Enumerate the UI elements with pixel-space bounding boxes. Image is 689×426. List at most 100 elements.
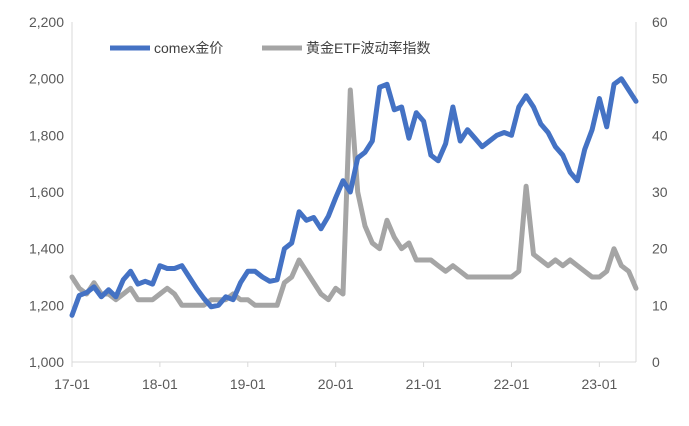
data-point [429,153,433,157]
data-point [524,184,528,188]
data-point [575,264,580,268]
data-point [495,133,499,137]
data-point [385,218,389,222]
data-point [400,105,404,109]
data-point [304,269,308,273]
data-point [319,227,323,231]
data-point [568,170,572,174]
series-comex-gold-price [69,76,639,318]
data-point [77,286,81,290]
data-point [92,285,96,289]
data-point [444,269,448,273]
data-point [634,286,638,290]
y-right-tick-label: 30 [652,184,668,200]
data-point [151,282,155,286]
data-point [605,269,609,273]
data-point [172,292,177,296]
data-point [458,139,462,143]
data-point [202,303,206,307]
legend: comex金价 黄金ETF波动率指数 [110,40,430,56]
data-point [356,190,360,194]
data-point [451,264,455,268]
data-point [260,303,264,307]
x-tick-label: 21-01 [406,376,442,392]
data-point [414,111,418,115]
data-point [458,269,462,273]
data-point [480,145,484,149]
data-point [224,295,228,299]
data-point [326,214,330,218]
data-point [143,279,147,283]
data-point [583,269,587,273]
data-point [165,286,169,290]
data-point [370,139,374,143]
data-point [143,298,147,302]
data-point [444,142,448,146]
series-layer [69,76,639,318]
data-point [627,269,631,273]
legend-label-etf-vol: 黄金ETF波动率指数 [306,40,430,56]
data-point [253,303,257,307]
data-point [619,264,624,268]
data-point [473,275,477,279]
data-point [216,303,221,307]
data-point [524,94,528,98]
data-point [268,303,272,307]
data-point [246,269,250,273]
y-right-tick-label: 10 [652,297,668,313]
data-point [172,266,177,271]
data-point [495,275,499,279]
data-point [136,282,140,286]
data-point [158,292,162,296]
data-point [363,150,367,154]
data-point [290,241,294,245]
series-gold-etf-volatility-index [69,87,639,308]
data-point [260,275,264,279]
x-tick-label: 19-01 [230,376,266,392]
data-point [517,105,521,109]
data-point [502,275,506,279]
data-point [348,190,352,194]
data-point [268,279,272,283]
data-point [553,258,558,262]
data-point [612,247,616,251]
data-point [209,305,213,309]
data-point [561,264,565,268]
data-point [509,133,514,137]
x-tick-label: 17-01 [54,376,90,392]
y-right-tick-label: 50 [652,71,668,87]
data-point [568,258,572,262]
data-point [334,286,338,290]
data-point [605,125,609,129]
data-point [326,298,330,302]
data-point [238,281,243,285]
data-point [400,247,404,251]
data-point [597,275,602,279]
data-point [246,298,250,302]
data-point [487,275,492,279]
y-right-tick-label: 40 [652,127,668,143]
data-point [70,275,74,279]
data-point [77,293,81,297]
x-tick-label: 18-01 [142,376,178,392]
data-point [561,153,565,157]
data-point [392,235,396,239]
data-point [312,215,316,220]
data-point [590,128,594,132]
data-point [334,196,338,200]
data-point [194,286,199,290]
data-point [136,298,140,302]
data-point [121,292,125,296]
data-point [546,264,550,268]
data-point [407,241,411,245]
data-point [158,264,162,268]
data-point [341,179,345,183]
data-point [304,218,308,222]
data-point [187,303,191,307]
y-right-tick-label: 0 [652,354,660,370]
data-point [297,210,301,214]
y-left-tick-label: 2,000 [29,71,64,87]
data-point [180,264,184,268]
data-point [583,147,587,152]
